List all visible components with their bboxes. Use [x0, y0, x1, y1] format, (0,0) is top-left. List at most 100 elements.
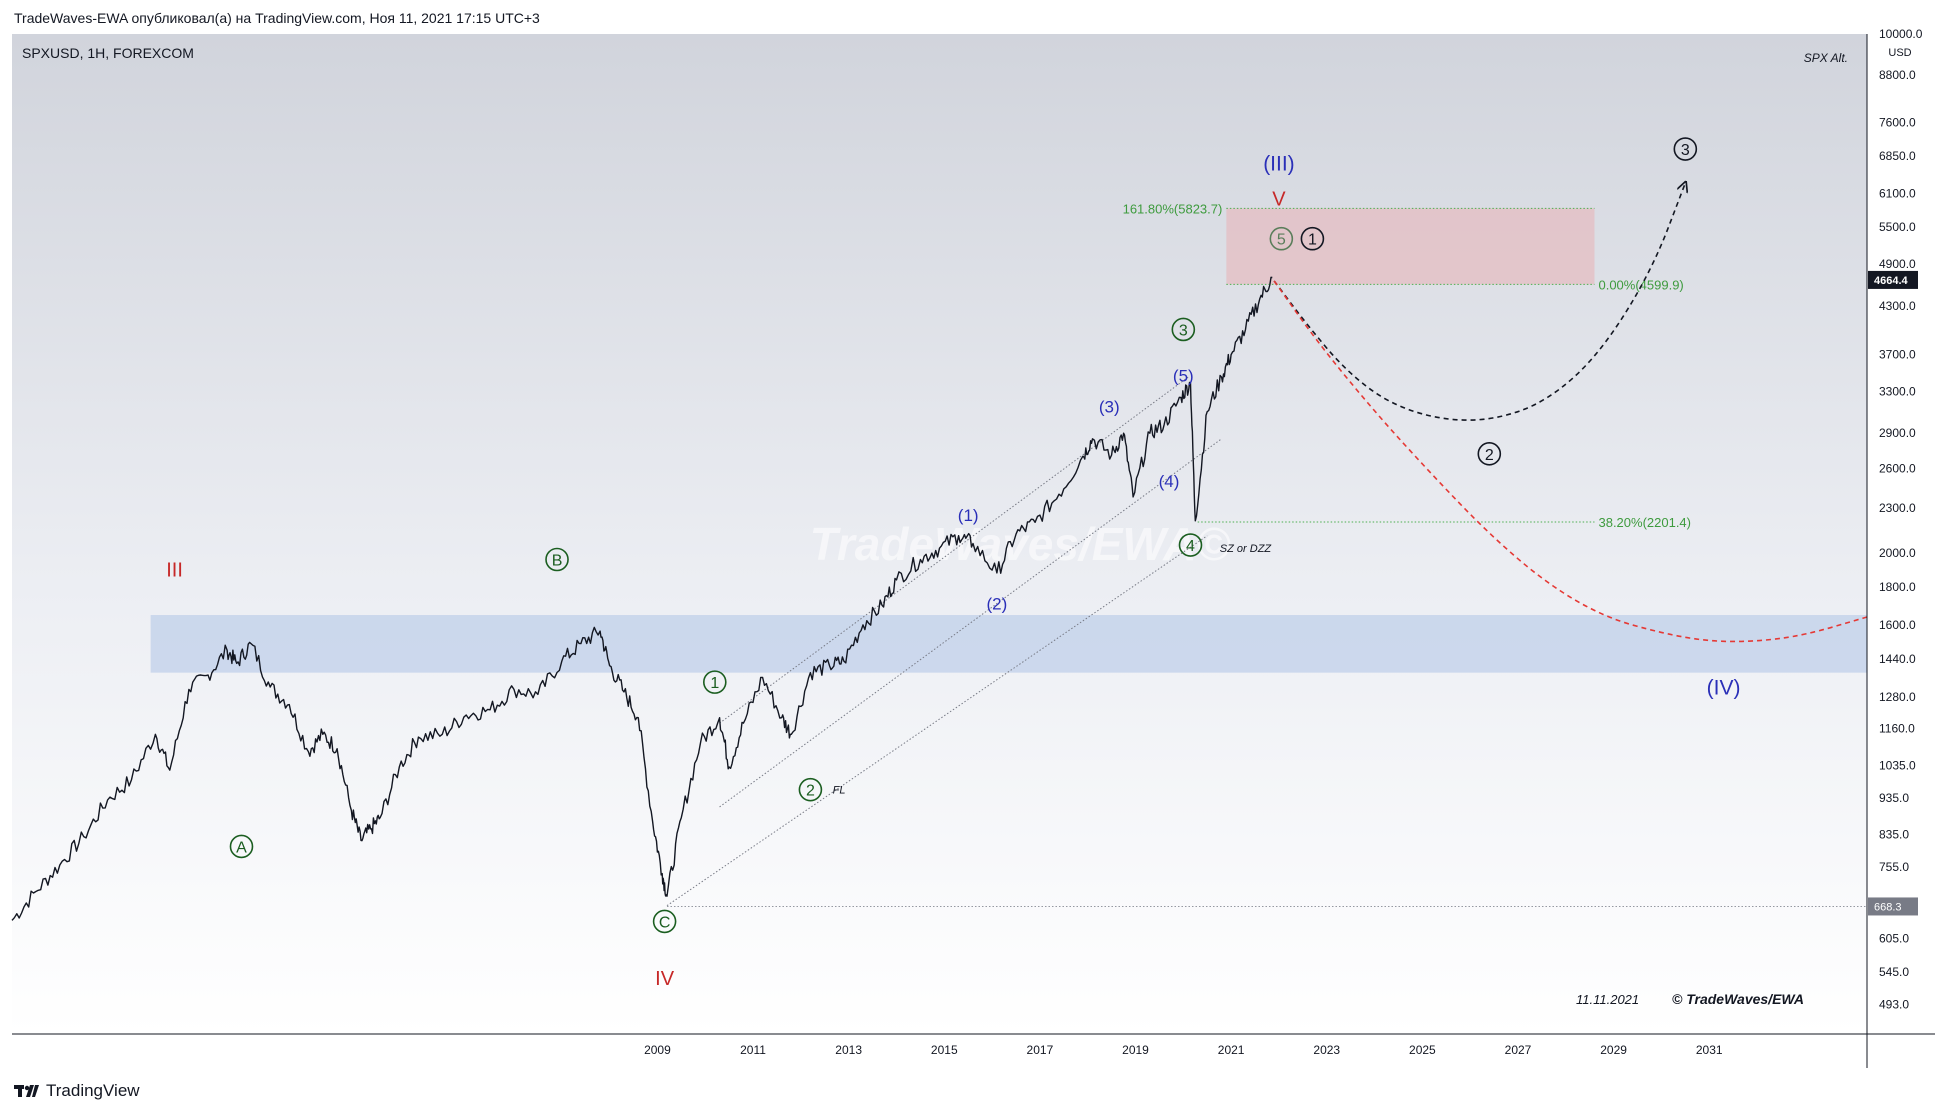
wave-text-18: 1 [1308, 232, 1317, 249]
x-tick-label-7: 2023 [1313, 1043, 1340, 1057]
y-tick-label-5: 5500.0 [1879, 220, 1916, 234]
projection-path-1 [1273, 280, 1868, 643]
zone-1 [150, 615, 1867, 673]
y-tick-label-12: 2300.0 [1879, 501, 1916, 515]
copyright-note: © TradeWaves/EWA [1672, 991, 1804, 1007]
wave-label-1: IV [655, 968, 675, 990]
date-stamp: 11.11.2021 [1576, 992, 1639, 1007]
y-tick-label-2: 7600.0 [1879, 115, 1916, 129]
series-layer [11, 276, 1273, 921]
wave-label-circled-20: 3 [1673, 137, 1698, 161]
y-tick-label-22: 755.0 [1879, 860, 1909, 874]
y-tick-label-6: 4900.0 [1879, 257, 1916, 271]
wave-label-4: (IV) [1707, 676, 1741, 699]
wave-label-circled-10: 3 [1171, 317, 1196, 342]
y-tick-label-15: 1600.0 [1879, 618, 1916, 632]
y-tick-label-23: 605.0 [1879, 932, 1909, 946]
wave-label-16: (4) [1159, 472, 1180, 491]
wave-circle-9 [798, 777, 823, 802]
y-tick-label-3: 6850.0 [1879, 149, 1916, 163]
time-axis[interactable]: 2009 2011 2013 2015 2017 2019 2021 2023 2025 2027… [644, 1043, 1723, 1057]
x-tick-label-10: 2029 [1600, 1043, 1627, 1057]
wave-text-6: B [552, 553, 563, 570]
price-axis[interactable]: 10000.0 8800.0 7600.0 6850.0 6100.0 5500.0 490… [1868, 27, 1923, 1012]
wave-label-circled-18: 1 [1300, 226, 1325, 251]
price-axis-unit: USD [1888, 47, 1911, 59]
wave-label-circled-9: 2 [798, 777, 823, 802]
wave-label-circled-7: C [652, 909, 677, 934]
wave-label-14: (2) [986, 594, 1007, 613]
wave-text-12: 5 [1277, 232, 1286, 249]
y-tick-label-9: 3300.0 [1879, 385, 1916, 399]
watermark: TradeWaves/EWA© [810, 518, 1231, 570]
wave-label-circled-6: B [545, 547, 569, 572]
wave-text-8: 1 [710, 675, 719, 692]
wave-label-3: (III) [1263, 152, 1295, 175]
y-tick-label-13: 2000.0 [1879, 546, 1916, 560]
annotations-layer: III IV V (III) (IV) A B C 1 2 3 4 5 (1) (2) (3) (4) (5) 1 2… [166, 137, 1741, 990]
x-tick-label-0: 2009 [644, 1043, 671, 1057]
y-tick-label-21: 835.0 [1879, 828, 1909, 842]
wave-text-7: C [659, 914, 671, 931]
x-tick-label-6: 2021 [1218, 1043, 1245, 1057]
corner-note: SPX Alt. [1804, 51, 1848, 65]
y-tick-label-17: 1280.0 [1879, 690, 1916, 704]
wave-label-21: FL [833, 785, 846, 797]
wave-label-13: (1) [958, 506, 979, 525]
y-tick-label-14: 1800.0 [1879, 580, 1916, 594]
low_marker-badge: 668.3 [1868, 897, 1918, 916]
wave-text-20: 3 [1681, 142, 1690, 159]
y-tick-label-20: 935.0 [1879, 791, 1909, 805]
y-tick-label-8: 3700.0 [1879, 348, 1916, 362]
y-tick-label-16: 1440.0 [1879, 652, 1916, 666]
tradingview-logo-icon [14, 1085, 39, 1097]
wave-text-11: 4 [1186, 538, 1195, 555]
wave-label-circled-11: 4 [1178, 533, 1203, 557]
last_price-badge-label: 4664.4 [1874, 275, 1909, 287]
y-tick-label-4: 6100.0 [1879, 186, 1916, 200]
x-tick-label-1: 2011 [740, 1043, 766, 1057]
wave-text-5: A [236, 839, 247, 856]
level-label-0: 161.80%(5823.7) [1123, 201, 1223, 216]
y-tick-label-24: 545.0 [1879, 965, 1909, 979]
y-tick-label-19: 1035.0 [1879, 758, 1916, 772]
wave-circle-18 [1300, 226, 1325, 251]
trend-line-1 [719, 438, 1222, 808]
wave-text-10: 3 [1179, 322, 1188, 339]
x-tick-label-2: 2013 [835, 1043, 862, 1057]
x-tick-label-11: 2031 [1696, 1043, 1723, 1057]
y-tick-label-18: 1160.0 [1879, 722, 1915, 736]
wave-label-17: (5) [1173, 366, 1194, 385]
wave-label-15: (3) [1099, 397, 1120, 416]
low_marker-badge-label: 668.3 [1874, 901, 1902, 913]
wave-circle-7 [652, 909, 677, 934]
wave-label-2: V [1272, 189, 1286, 211]
level-label-2: 38.20%(2201.4) [1598, 515, 1691, 530]
projections-layer [1273, 183, 1868, 643]
x-tick-label-9: 2027 [1505, 1043, 1532, 1057]
x-tick-label-4: 2017 [1027, 1043, 1054, 1057]
wave-label-22: SZ or DZZ [1220, 543, 1273, 555]
wave-text-9: 2 [806, 783, 815, 800]
last_price-badge-bg [1868, 270, 1918, 289]
wave-label-0: III [166, 560, 183, 582]
zones-layer [150, 208, 1867, 673]
y-tick-label-11: 2600.0 [1879, 461, 1916, 475]
wave-label-circled-8: 1 [702, 670, 727, 694]
trend-line-2 [666, 535, 1208, 907]
zone-0 [1226, 208, 1595, 285]
wave-circle-12 [1269, 226, 1294, 251]
x-tick-label-5: 2019 [1122, 1043, 1149, 1057]
publish-header: TradeWaves-EWA опубликовал(а) на Trading… [14, 10, 540, 26]
y-tick-label-25: 493.0 [1879, 998, 1909, 1012]
plot-background [12, 34, 1867, 1034]
footer[interactable]: TradingView [14, 1080, 140, 1102]
low_marker-badge-bg [1868, 897, 1918, 916]
trend-line-0 [719, 376, 1189, 724]
x-tick-label-8: 2025 [1409, 1043, 1436, 1057]
wave-label-circled-19: 2 [1477, 442, 1502, 466]
wave-circle-19 [1477, 442, 1502, 466]
symbol-info: SPXUSD, 1H, FOREXCOM [22, 45, 194, 61]
tradingview-brand[interactable]: TradingView [46, 1081, 140, 1100]
